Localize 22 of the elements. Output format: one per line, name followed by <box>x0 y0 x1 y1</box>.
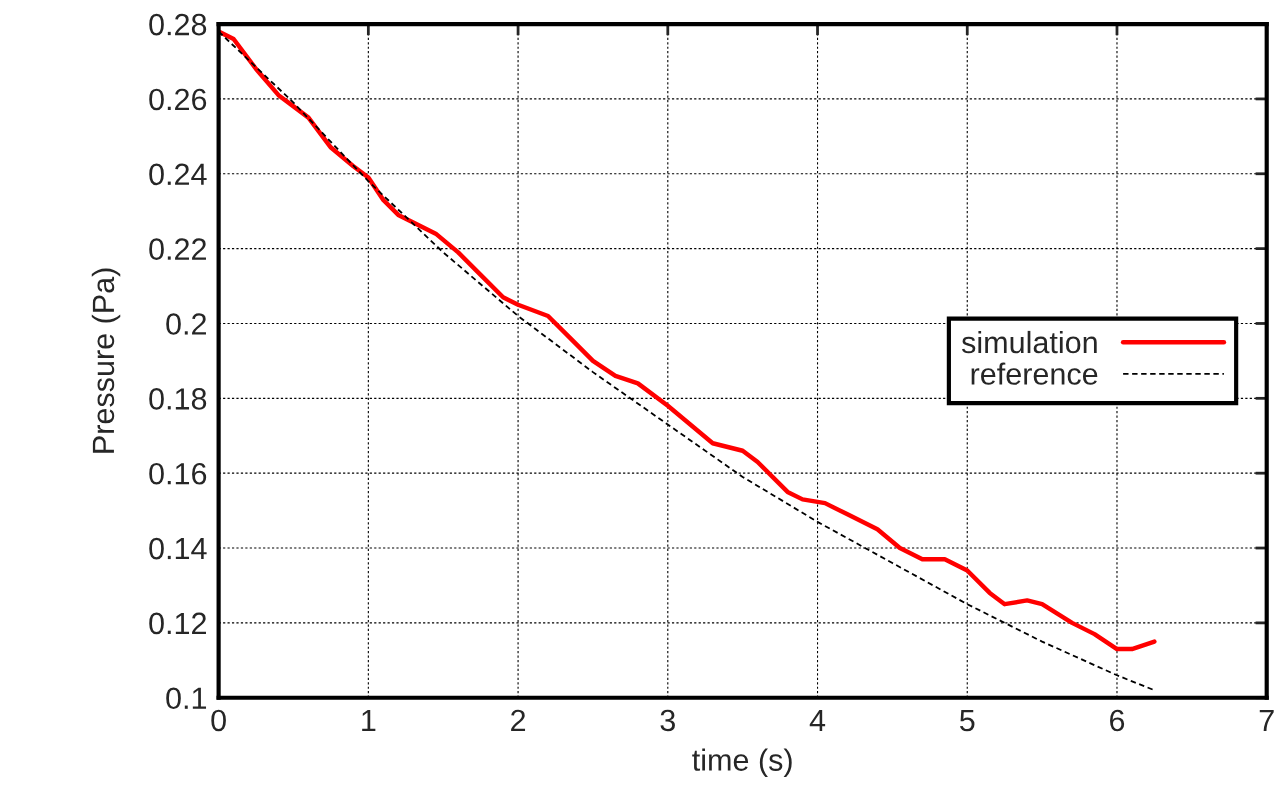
y-axis-title: Pressure (Pa) <box>91 268 121 453</box>
x-tick-label: 2 <box>511 709 526 731</box>
y-tick-label: 0.1 <box>166 687 207 710</box>
legend-label: simulation <box>961 330 1097 354</box>
x-tick-label: 1 <box>362 709 376 731</box>
y-tick-label: 0.2 <box>166 313 206 335</box>
y-tick-label: 0.16 <box>149 462 207 485</box>
y-tick-label: 0.18 <box>149 388 207 410</box>
y-tick-label: 0.26 <box>149 88 207 111</box>
x-tick-label: 3 <box>660 709 675 732</box>
y-tick-label: 0.12 <box>149 612 206 635</box>
x-tick-label: 7 <box>1259 709 1274 731</box>
legend-label: reference <box>971 362 1098 385</box>
x-tick-label: 0 <box>211 709 226 732</box>
y-tick-label: 0.28 <box>149 13 207 36</box>
x-tick-label: 4 <box>809 709 826 731</box>
x-tick-label: 5 <box>959 709 975 732</box>
y-tick-label: 0.24 <box>149 163 207 186</box>
y-tick-label: 0.14 <box>149 537 207 560</box>
y-tick-label: 0.22 <box>149 238 206 260</box>
x-tick-label: 6 <box>1110 709 1125 732</box>
x-axis-title: time (s) <box>692 748 792 777</box>
